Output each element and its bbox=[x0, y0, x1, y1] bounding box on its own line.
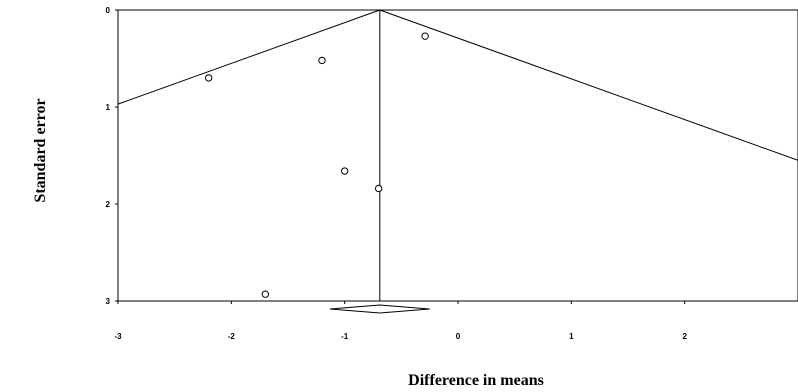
x-tick-label: -1 bbox=[341, 332, 349, 341]
x-axis-title: Difference in means bbox=[408, 372, 544, 389]
data-point bbox=[318, 56, 326, 65]
x-tick-label: 0 bbox=[456, 332, 461, 341]
y-axis-title: Standard error bbox=[32, 98, 49, 202]
data-point bbox=[261, 290, 270, 298]
summary-diamond bbox=[329, 304, 430, 314]
data-point bbox=[421, 32, 429, 40]
plot-frame bbox=[117, 9, 798, 302]
y-tick-label: 3 bbox=[106, 297, 111, 306]
funnel-right-line bbox=[379, 9, 798, 161]
data-points bbox=[204, 32, 429, 298]
x-tick-label: -3 bbox=[114, 332, 122, 341]
funnel-lines bbox=[117, 9, 798, 301]
summary-diamond-group bbox=[329, 304, 430, 314]
funnel-left-line bbox=[117, 9, 380, 105]
x-tick-label: 1 bbox=[569, 332, 574, 341]
data-point bbox=[374, 184, 383, 193]
y-tick-label: 0 bbox=[106, 6, 111, 15]
y-tick-label: 2 bbox=[106, 200, 111, 209]
y-tick-label: 1 bbox=[106, 103, 111, 112]
data-point bbox=[340, 167, 349, 175]
axes: 0 1 2 3 -3 -2 -1 0 1 2 bbox=[106, 6, 688, 341]
x-tick-label: -2 bbox=[228, 332, 236, 341]
x-tick-label: 2 bbox=[682, 332, 687, 341]
data-point bbox=[204, 74, 213, 82]
